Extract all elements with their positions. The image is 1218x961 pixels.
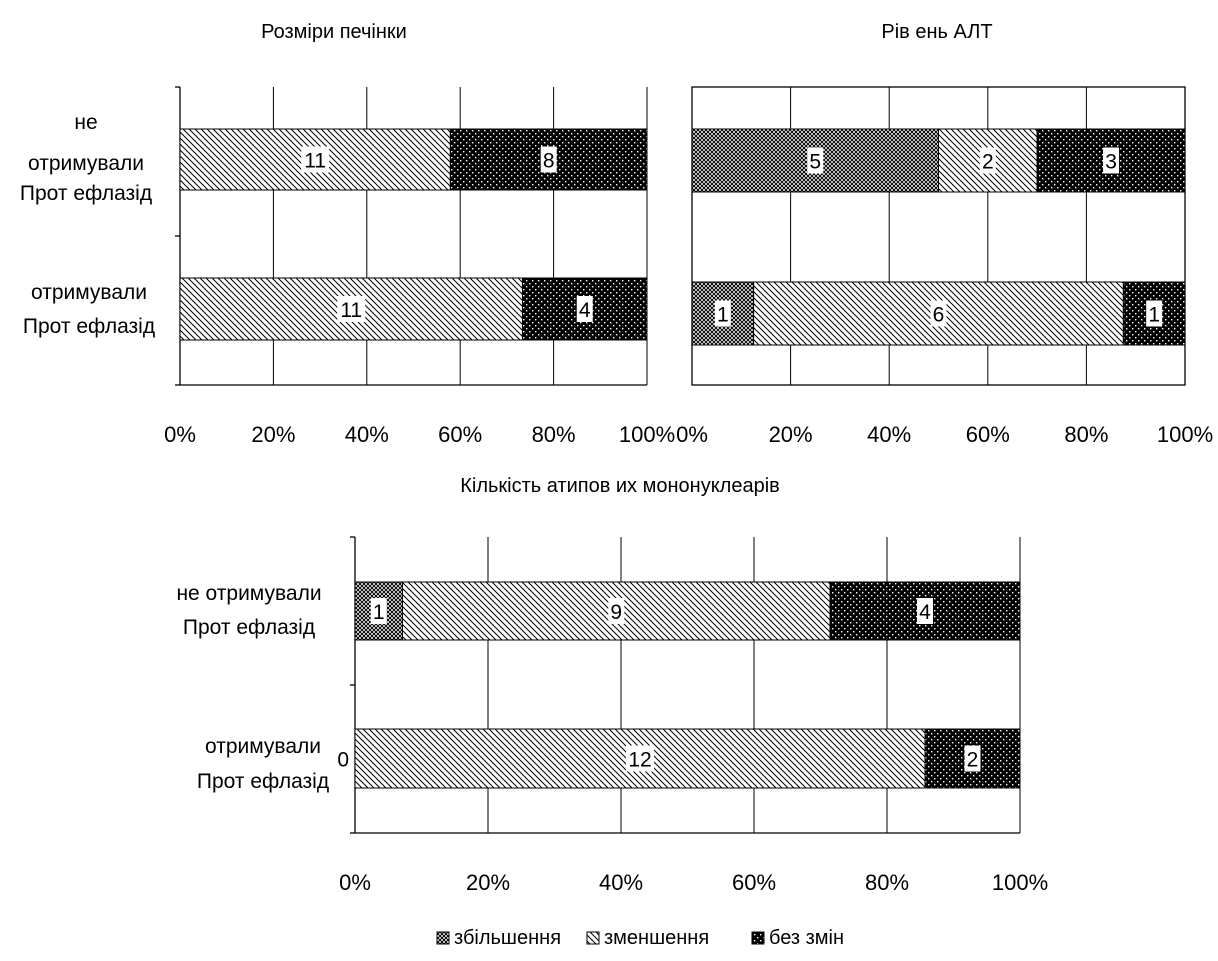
data-label: 3 [1105, 151, 1117, 174]
data-label-bg [626, 745, 654, 772]
x-tick-label: 60% [732, 870, 776, 895]
data-label: 4 [919, 601, 931, 624]
x-tick-label: 80% [865, 870, 909, 895]
data-label: 1 [717, 304, 729, 327]
data-label-bg [370, 598, 387, 624]
category-label: Прот ефлазід [23, 315, 155, 338]
x-tick-label: 60% [966, 422, 1010, 447]
legend-swatch [586, 931, 600, 945]
x-tick-label: 100% [992, 870, 1048, 895]
x-tick-label: 0% [164, 422, 196, 447]
data-label-bg [608, 598, 625, 624]
legend-item-label: збільшення [454, 927, 561, 949]
x-tick-label: 100% [1157, 422, 1213, 447]
data-label: 0 [337, 749, 349, 772]
data-label: 11 [340, 299, 362, 322]
chart-title: Розміри печінки [261, 21, 407, 43]
data-label: 2 [967, 749, 979, 772]
x-tick-label: 20% [466, 870, 510, 895]
x-tick-label: 20% [251, 422, 295, 447]
plot-frame [691, 86, 1186, 386]
legend-swatch [751, 931, 765, 945]
category-label: Прот ефлазід [183, 616, 315, 639]
chart-title: Кількість атипов их мононуклеарів [460, 475, 780, 497]
data-label: 6 [933, 304, 945, 327]
x-tick-label: 20% [769, 422, 813, 447]
category-label: отримували [28, 152, 144, 175]
chart-1: Розміри печінки 0% 20% 40% 60% 80% 100% 11 8 не от… [20, 21, 675, 447]
data-label-bg [964, 745, 981, 772]
data-label-bg [576, 296, 593, 322]
data-label: 11 [304, 150, 326, 173]
data-label: 9 [610, 601, 622, 624]
category-label: не отримували [176, 582, 321, 605]
data-label: 5 [809, 151, 821, 174]
legend-item-label: зменшення [604, 927, 709, 949]
data-label: 2 [982, 151, 994, 174]
data-label-bg [337, 296, 366, 322]
data-label: 1 [373, 601, 385, 624]
data-label: 1 [1148, 304, 1160, 327]
category-label: Прот ефлазід [20, 182, 152, 205]
data-label-bg [540, 146, 557, 173]
data-label-bg [979, 147, 996, 174]
category-label: Прот ефлазід [197, 770, 329, 793]
x-tick-label: 80% [532, 422, 576, 447]
category-label: отримували [205, 735, 321, 758]
chart-2: Рів ень АЛТ 0% 20% 40% 60% 80% 100% 5 2 3 1 6 1 [676, 21, 1213, 447]
x-tick-label: 60% [438, 422, 482, 447]
data-label-bg [930, 300, 947, 327]
data-label-bg [1103, 147, 1120, 174]
data-label: 8 [543, 150, 555, 173]
bar-segment [691, 281, 755, 346]
data-label: 4 [579, 299, 591, 322]
x-tick-label: 80% [1064, 422, 1108, 447]
category-label: отримували [31, 281, 147, 304]
data-label-bg [1146, 300, 1163, 327]
x-tick-label: 0% [676, 422, 708, 447]
data-label-bg [301, 146, 330, 173]
data-label-bg [807, 147, 824, 174]
data-label-bg [917, 598, 933, 624]
category-label: не [74, 111, 97, 134]
x-tick-label: 100% [619, 422, 675, 447]
x-tick-label: 40% [867, 422, 911, 447]
data-label-bg [714, 300, 731, 327]
legend: збільшення зменшення без змін [436, 927, 844, 949]
x-tick-label: 40% [599, 870, 643, 895]
data-label: 12 [628, 749, 651, 772]
chart-title: Рів ень АЛТ [881, 21, 992, 43]
legend-swatch [436, 931, 450, 945]
x-tick-label: 0% [339, 870, 371, 895]
x-tick-label: 40% [345, 422, 389, 447]
legend-item-label: без змін [769, 927, 844, 949]
